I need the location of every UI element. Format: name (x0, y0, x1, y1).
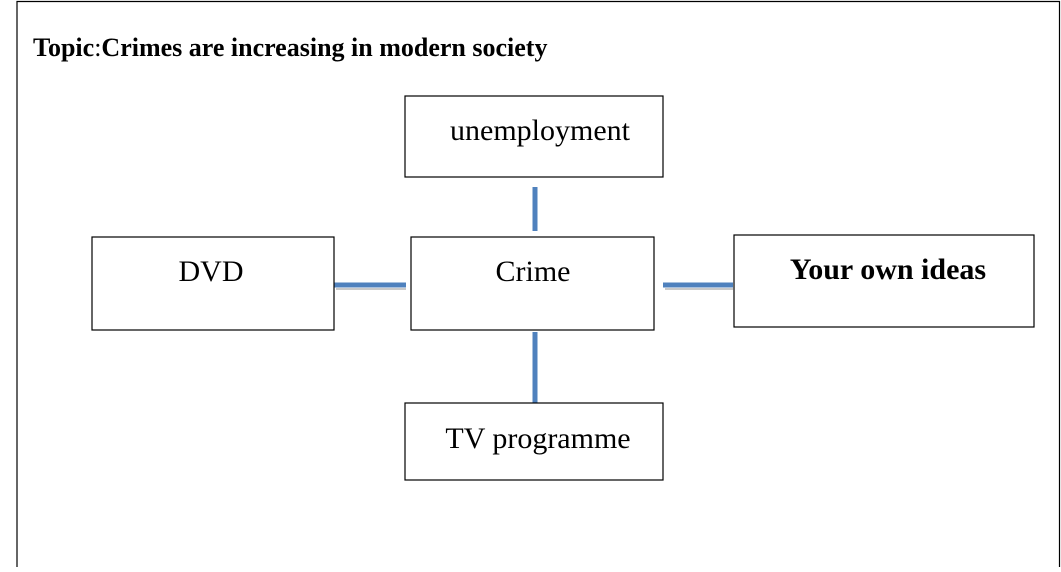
node-label: unemployment (450, 114, 631, 147)
header-separator: : (94, 33, 101, 62)
node-label: TV programme (445, 422, 630, 455)
header: Topic:Crimes are increasing in modern so… (33, 33, 547, 62)
header-label: Topic (33, 33, 94, 62)
header-title: Crimes are increasing in modern society (101, 33, 547, 62)
frame (16, 0, 1061, 567)
boxes (91, 95, 1035, 481)
node-box (404, 402, 664, 481)
node-label: Your own ideas (790, 253, 986, 286)
node-label: DVD (179, 255, 244, 288)
node-box (410, 236, 655, 331)
node-box (404, 95, 664, 178)
node-box (733, 234, 1035, 328)
node-box (91, 236, 335, 331)
node-label: Crime (496, 255, 571, 288)
connectors (334, 187, 733, 405)
